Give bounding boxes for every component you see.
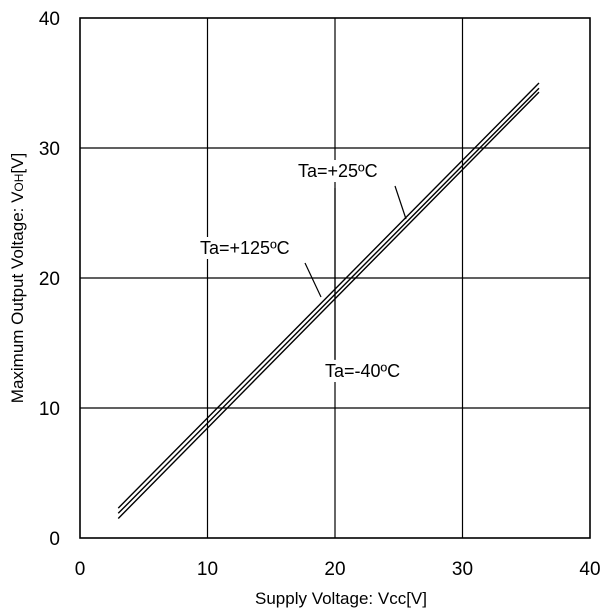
annotation-label: Ta=+25ºC xyxy=(298,161,378,181)
x-tick-label: 20 xyxy=(324,559,345,580)
y-axis-title: Maximum Output Voltage: VOH[V] xyxy=(8,153,27,403)
annotation-bg xyxy=(197,237,293,259)
y-tick-label: 40 xyxy=(39,9,60,30)
annotation-leader xyxy=(394,185,407,220)
x-tick-label: 30 xyxy=(452,559,473,580)
y-tick-labels: 0 10 20 30 40 xyxy=(39,9,60,550)
annotation-label: Ta=+125ºC xyxy=(200,238,290,258)
annotation-label: Ta=-40ºC xyxy=(325,361,400,381)
y-tick-label: 10 xyxy=(39,399,60,420)
y-tick-label: 20 xyxy=(39,269,60,290)
y-tick-label: 30 xyxy=(39,139,60,160)
series-line xyxy=(117,82,540,509)
annotations: Ta=+25ºC Ta=+125ºC Ta=-40ºC xyxy=(197,160,407,382)
x-axis-title: Supply Voltage: Vcc[V] xyxy=(255,589,427,608)
annotation-bg xyxy=(295,160,381,182)
plot-frame xyxy=(79,17,591,539)
series-line xyxy=(117,87,540,514)
x-tick-label: 40 xyxy=(579,559,600,580)
series-lines xyxy=(117,82,540,519)
x-tick-label: 0 xyxy=(75,559,86,580)
annotation-leader xyxy=(304,262,322,298)
x-tick-labels: 0 10 20 30 40 xyxy=(75,559,601,580)
annotation-bg xyxy=(322,360,404,382)
y-tick-label: 0 xyxy=(49,529,60,550)
series-line xyxy=(117,91,540,519)
x-tick-label: 10 xyxy=(197,559,218,580)
